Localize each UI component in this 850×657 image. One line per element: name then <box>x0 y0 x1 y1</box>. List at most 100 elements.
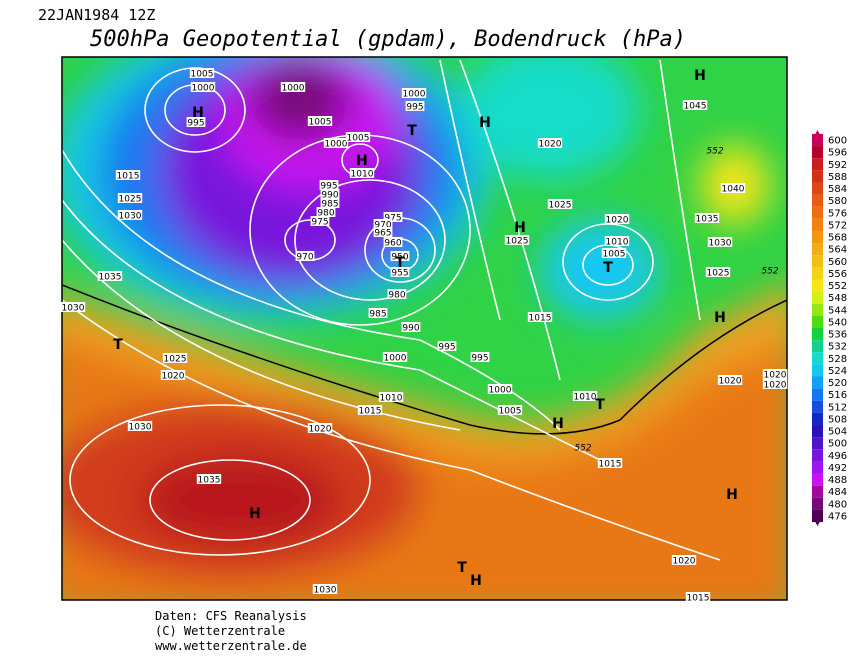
colorbar-swatch <box>812 437 823 450</box>
colorbar-label: 476 <box>828 512 847 523</box>
colorbar-swatch <box>812 303 823 316</box>
colorbar-label: 524 <box>828 366 847 377</box>
isobar-label: 1010 <box>574 393 597 403</box>
isobar-label-bg <box>470 352 490 362</box>
isobar-label-bg <box>383 237 403 247</box>
colorbar-swatch <box>812 315 823 328</box>
colorbar-swatch <box>812 218 823 231</box>
isobar-label: 970 <box>374 221 391 231</box>
isobar-label-bg <box>707 237 733 247</box>
colorbar-swatch <box>812 255 823 268</box>
isobar-label-bg <box>319 180 339 190</box>
colorbar-label: 516 <box>828 390 847 401</box>
isobar-label: 950 <box>391 253 408 263</box>
isobar-label-bg <box>401 88 427 98</box>
isobar-label-bg <box>323 138 349 148</box>
colorbar-swatch <box>812 194 823 207</box>
isobar-label-bg <box>682 100 708 110</box>
isobar-label-bg <box>527 312 553 322</box>
isobar-label-bg <box>387 289 407 299</box>
isobar-label: 1010 <box>380 394 403 404</box>
isobar-label-bg <box>368 308 388 318</box>
pressure-center: H <box>479 115 491 131</box>
isobar-label: 1015 <box>359 407 382 417</box>
isobar-label: 995 <box>471 354 488 364</box>
isobar-label: 1030 <box>119 212 142 222</box>
pressure-center: T <box>595 397 605 413</box>
colorbar-label: 492 <box>828 463 847 474</box>
isobar-label-bg <box>115 170 141 180</box>
colorbar-swatch <box>812 279 823 292</box>
isobar-label-bg <box>405 101 425 111</box>
isobar-label: 1020 <box>673 557 696 567</box>
colorbar-swatch <box>812 509 823 523</box>
isobar-label: 960 <box>384 239 401 249</box>
isobar-label: 1000 <box>325 140 348 150</box>
isobar-label-bg <box>117 210 143 220</box>
isobar-label: 985 <box>321 200 338 210</box>
colorbar-swatch <box>812 182 823 195</box>
colorbar-swatch <box>812 473 823 486</box>
isobar-label-bg <box>572 391 598 401</box>
isobar-label: 552 <box>761 267 778 277</box>
colorbar-label: 496 <box>828 451 847 462</box>
isobar-label: 1020 <box>162 372 185 382</box>
colorbar-label: 512 <box>828 402 847 413</box>
isobar-label-bg <box>97 271 123 281</box>
isobar-label: 1045 <box>684 102 707 112</box>
map-frame <box>61 56 788 601</box>
isobar-label: 995 <box>406 103 423 113</box>
isobar-label: 995 <box>320 182 337 192</box>
colorbar-swatch <box>812 230 823 244</box>
colorbar-swatch <box>812 449 823 462</box>
colorbar-swatch <box>812 340 823 353</box>
colorbar-label: 556 <box>828 269 847 280</box>
isobar-label-bg <box>685 592 711 602</box>
isobar-label-bg <box>295 251 315 261</box>
isobar-label-bg <box>537 138 563 148</box>
isobar-label: 1000 <box>489 386 512 396</box>
isobar-label: 1030 <box>709 239 732 249</box>
isobar-label: 975 <box>384 214 401 224</box>
colorbar-swatch <box>812 243 823 256</box>
isobar-label-bg <box>316 207 336 217</box>
pressure-center: H <box>726 487 738 503</box>
isobar-label: 1015 <box>599 460 622 470</box>
isobar-label: 1000 <box>282 84 305 94</box>
isobar-label: 1000 <box>384 354 407 364</box>
pressure-center: H <box>714 310 726 326</box>
isobar-label-bg <box>705 267 731 277</box>
colorbar-label: 592 <box>828 160 847 171</box>
colorbar-label: 500 <box>828 439 847 450</box>
colorbar-label: 560 <box>828 257 847 268</box>
isobar-label: 995 <box>187 119 204 129</box>
isobar-label: 1020 <box>764 371 787 381</box>
isobar-label-bg <box>307 423 333 433</box>
isobar-label: 1025 <box>506 237 529 247</box>
isobar-label-bg <box>383 212 403 222</box>
isobar-label: 970 <box>296 253 313 263</box>
isobar-label: 980 <box>317 209 334 219</box>
colorbar-label: 568 <box>828 233 847 244</box>
isobar-label-bg <box>604 236 630 246</box>
isobar-label: 1000 <box>403 90 426 100</box>
isobar-label-bg <box>762 379 788 389</box>
isobar-label-bg <box>357 405 383 415</box>
isobar-label-bg <box>196 474 222 484</box>
isobar-label-bg <box>373 227 393 237</box>
isobar-label-bg <box>497 405 523 415</box>
isobar-label: 1005 <box>191 70 214 80</box>
isobar-label: 1015 <box>687 594 710 604</box>
colorbar-swatch <box>812 497 823 510</box>
isobar-label-bg <box>378 392 404 402</box>
isobar-label: 1040 <box>722 185 745 195</box>
isobar-label: 1025 <box>549 201 572 211</box>
colorbar-swatch <box>812 412 823 426</box>
pressure-center: T <box>407 123 417 139</box>
isobar-label: 1005 <box>309 118 332 128</box>
isobar-label-bg <box>390 267 410 277</box>
isobar-label: 1005 <box>347 134 370 144</box>
colorbar-label: 552 <box>828 281 847 292</box>
isobar-label-bg <box>762 369 788 379</box>
colorbar-swatch <box>812 146 823 159</box>
